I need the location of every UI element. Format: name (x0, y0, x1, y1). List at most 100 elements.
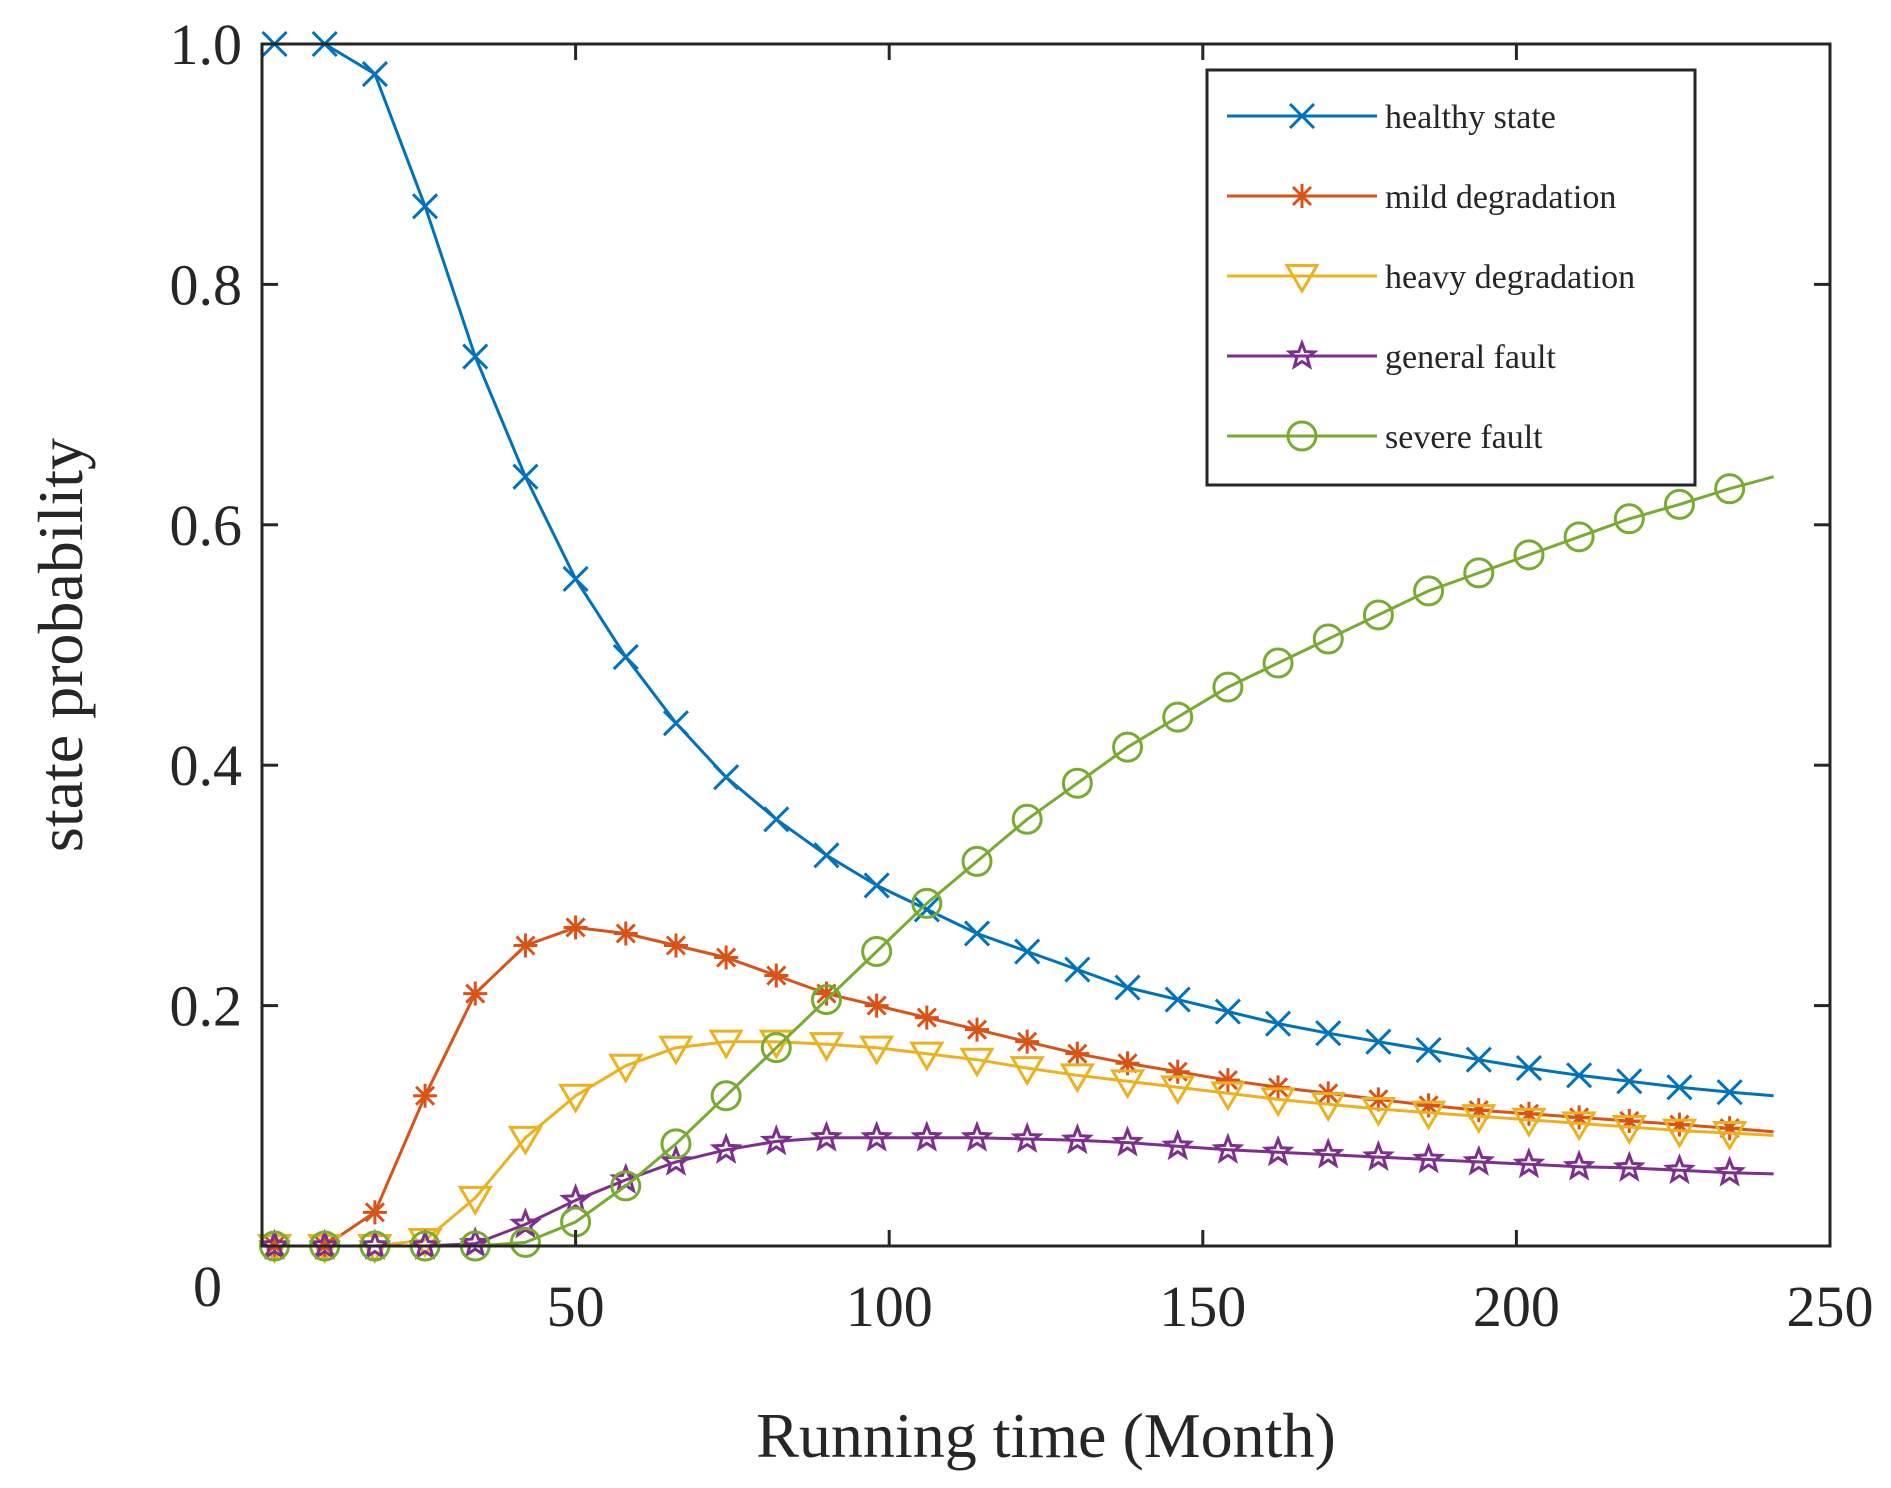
data-point (864, 993, 889, 1018)
data-point (859, 1035, 895, 1066)
data-point (860, 1120, 894, 1152)
data-point (513, 933, 538, 958)
data-point (610, 1170, 642, 1202)
data-point (1114, 974, 1141, 1001)
data-point (557, 1083, 594, 1114)
data-point (1463, 557, 1495, 589)
legend: healthy state mild degradation heavy degra… (1205, 68, 1697, 487)
data-point (1563, 521, 1595, 553)
data-point (909, 1041, 945, 1072)
data-point (1666, 1074, 1693, 1101)
data-point (760, 1032, 792, 1064)
data-point (914, 1005, 939, 1030)
data-point (1616, 1068, 1643, 1095)
data-point (1716, 1079, 1743, 1106)
data-point (1161, 1128, 1195, 1161)
data-point (709, 1132, 743, 1164)
data-point (1511, 1107, 1547, 1138)
x-tick-label: 100 (846, 1274, 933, 1339)
data-point (1661, 1118, 1698, 1149)
data-point (1260, 1087, 1296, 1118)
series-layer (256, 30, 1774, 1264)
y-tick-label: 0.8 (170, 252, 243, 317)
data-point (1311, 1137, 1345, 1169)
series-healthy-state (261, 30, 1774, 1106)
data-point (1412, 1142, 1446, 1174)
data-point (813, 842, 840, 869)
data-point (1211, 1132, 1245, 1164)
data-point (960, 1120, 994, 1152)
data-point (1415, 1037, 1442, 1064)
x-tick-label: 200 (1473, 1274, 1560, 1339)
data-point (1265, 1010, 1292, 1037)
data-point (507, 1125, 544, 1156)
data-point (509, 1207, 542, 1239)
data-point (808, 1032, 845, 1063)
data-point (764, 963, 789, 988)
data-point (1713, 1155, 1746, 1187)
data-point (1111, 1125, 1144, 1157)
data-point (662, 710, 690, 737)
data-point (559, 1182, 593, 1215)
data-point (1164, 986, 1191, 1013)
data-point (358, 1228, 392, 1260)
x-tick-label: 150 (1159, 1274, 1246, 1339)
data-point (1014, 938, 1041, 965)
data-point (457, 1185, 493, 1216)
legend-item: healthy state (1227, 99, 1556, 136)
data-point (1009, 1056, 1045, 1087)
data-point (1515, 1055, 1543, 1082)
data-point (612, 643, 639, 671)
data-point (1061, 767, 1093, 799)
series-heavy-degradation (256, 1029, 1774, 1264)
legend-marker (1288, 102, 1316, 130)
series-line (274, 1040, 1774, 1248)
y-tick-label: 0.4 (170, 733, 243, 798)
data-point (1712, 1121, 1748, 1151)
plot-frame (260, 42, 1832, 1248)
data-point (913, 896, 940, 923)
data-point (1315, 1020, 1342, 1047)
y-tick-label: 1.0 (170, 12, 243, 77)
data-point (1064, 956, 1091, 983)
data-point (1011, 803, 1043, 835)
data-point (911, 887, 943, 919)
data-point (1266, 1075, 1291, 1100)
data-point (463, 981, 488, 1006)
data-point (512, 463, 539, 490)
data-point (1561, 1111, 1597, 1142)
data-point (763, 806, 790, 833)
data-point (613, 921, 638, 946)
data-point (509, 1226, 541, 1258)
legend-label: heavy degradation (1385, 259, 1635, 296)
data-point (1365, 1028, 1392, 1055)
data-point (810, 984, 842, 1016)
data-point (1212, 671, 1244, 703)
data-point (1512, 1147, 1546, 1179)
data-point (863, 872, 890, 899)
data-point (963, 920, 991, 947)
ticks-layer: 50 100 150 200 250 0 0.2 0.4 0.6 0.8 1.0 (170, 12, 1874, 1339)
data-point (1215, 1068, 1240, 1093)
data-point (1360, 1096, 1397, 1127)
data-point (1362, 599, 1394, 631)
data-point (1162, 701, 1194, 733)
data-point (659, 1144, 693, 1176)
x-tick-label: 50 (547, 1274, 605, 1339)
data-point (1462, 1144, 1496, 1176)
data-point (965, 1017, 990, 1042)
data-point (408, 1228, 442, 1260)
data-point (1059, 1063, 1095, 1094)
legend-label: mild degradation (1385, 179, 1616, 216)
data-point (1562, 1149, 1596, 1181)
data-point (708, 1029, 744, 1060)
data-point (710, 1080, 742, 1112)
data-point (758, 1029, 794, 1060)
legend-marker (1284, 264, 1320, 294)
y-axis-label: state probability (25, 438, 96, 852)
data-point (258, 1228, 291, 1260)
series-line (274, 475, 1774, 1248)
data-point (308, 1228, 342, 1260)
data-point (1663, 1153, 1696, 1185)
